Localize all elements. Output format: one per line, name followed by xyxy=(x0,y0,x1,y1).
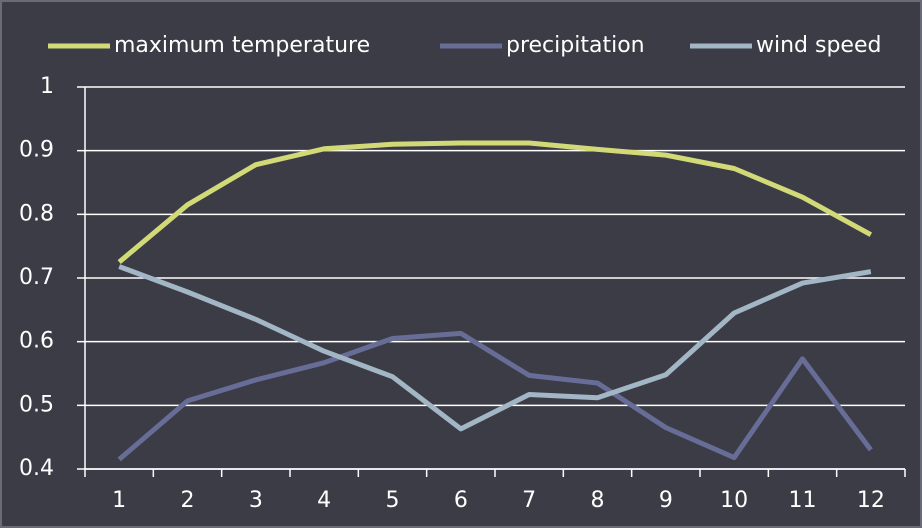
x-tick-label: 9 xyxy=(659,488,673,513)
x-tick-label: 10 xyxy=(720,488,748,513)
x-tick-label: 1 xyxy=(112,488,126,513)
x-tick-label: 4 xyxy=(317,488,331,513)
x-tick-label: 11 xyxy=(789,488,817,513)
series-line xyxy=(117,140,873,264)
legend-label: maximum temperature xyxy=(114,33,370,58)
x-tick-label: 12 xyxy=(857,488,885,513)
x-tick-label: 5 xyxy=(386,488,400,513)
series-line xyxy=(117,330,873,462)
series-line xyxy=(118,264,872,432)
y-tick-label: 0.5 xyxy=(19,392,54,417)
y-tick-label: 0.4 xyxy=(19,456,54,481)
y-tick-label: 0.7 xyxy=(19,265,54,290)
legend-label: precipitation xyxy=(506,33,645,58)
y-tick-label: 0.6 xyxy=(19,329,54,354)
x-tick-label: 3 xyxy=(249,488,263,513)
x-tick-label: 8 xyxy=(591,488,605,513)
x-tick-label: 7 xyxy=(522,488,536,513)
y-tick-label: 0.9 xyxy=(19,138,54,163)
x-tick-label: 6 xyxy=(454,488,468,513)
y-tick-label: 1 xyxy=(40,74,54,99)
legend-label: wind speed xyxy=(756,33,881,58)
y-tick-label: 0.8 xyxy=(19,201,54,226)
x-tick-label: 2 xyxy=(181,488,195,513)
